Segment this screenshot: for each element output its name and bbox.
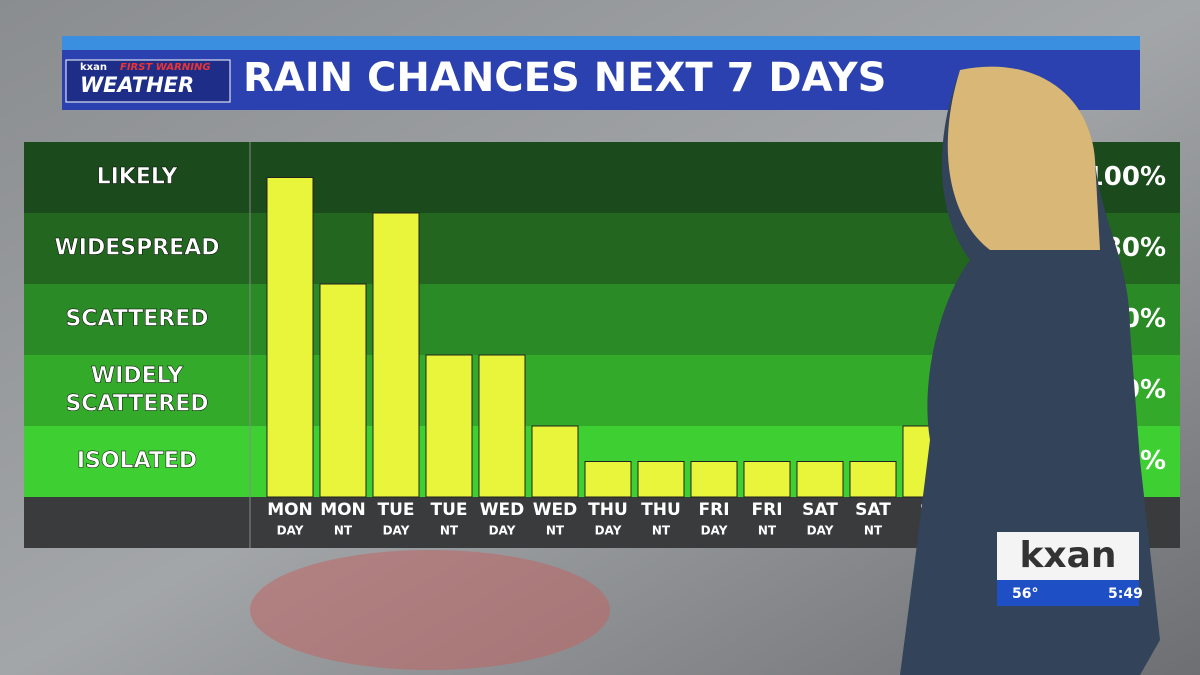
x-tick-sublabel: DAY — [489, 524, 516, 538]
x-tick-label: SAT — [855, 500, 891, 520]
bar — [319, 283, 367, 498]
bar — [372, 212, 420, 498]
x-tick-sublabel: NT — [758, 524, 777, 538]
x-tick-label: MON — [320, 500, 366, 520]
band-label: WIDELY — [91, 364, 184, 389]
x-tick-label: FRI — [751, 500, 782, 520]
title-bar-top — [62, 36, 1140, 50]
x-tick-sublabel: DAY — [807, 524, 834, 538]
x-tick-label: THU — [641, 500, 681, 520]
logo-main: WEATHER — [80, 73, 194, 97]
x-tick-label: TUE — [377, 500, 414, 520]
x-tick-label: TUE — [430, 500, 467, 520]
band-label: SCATTERED — [65, 392, 208, 417]
bar — [849, 461, 897, 498]
bar — [266, 177, 314, 498]
presenter-hair — [947, 66, 1100, 250]
bug-time: 5:49 — [1108, 586, 1143, 602]
x-tick-label: WED — [533, 500, 577, 520]
bug-temp: 56° — [1012, 586, 1038, 602]
band-label: SCATTERED — [65, 307, 208, 332]
x-tick-label: SAT — [802, 500, 838, 520]
x-tick-sublabel: DAY — [701, 524, 728, 538]
bug-logo: kxan — [1019, 535, 1116, 576]
x-tick-sublabel: NT — [546, 524, 565, 538]
bar — [425, 354, 473, 498]
x-tick-sublabel: DAY — [595, 524, 622, 538]
logo-top: kxan — [80, 62, 107, 73]
bar — [478, 354, 526, 498]
band-label: WIDESPREAD — [55, 236, 220, 261]
x-tick-sublabel: NT — [334, 524, 353, 538]
x-tick-label: WED — [480, 500, 524, 520]
x-tick-sublabel: NT — [440, 524, 459, 538]
band-right-label: 100% — [1086, 162, 1166, 192]
x-tick-label: THU — [588, 500, 628, 520]
bar — [690, 461, 738, 498]
bar — [796, 461, 844, 498]
x-tick-sublabel: DAY — [277, 524, 304, 538]
logo-tag: FIRST WARNING — [120, 62, 211, 73]
x-tick-sublabel: DAY — [383, 524, 410, 538]
bug-bar — [997, 580, 1139, 606]
bar — [531, 425, 579, 498]
bar — [584, 461, 632, 498]
logo-box — [65, 59, 231, 103]
bar — [743, 461, 791, 498]
bug-logo-box — [997, 532, 1139, 580]
x-tick-sublabel: NT — [652, 524, 671, 538]
band-label: ISOLATED — [77, 449, 197, 474]
x-tick-sublabel: NT — [864, 524, 883, 538]
chart-title: RAIN CHANCES NEXT 7 DAYS — [243, 55, 886, 101]
blur-light — [250, 550, 610, 670]
bar — [637, 461, 685, 498]
x-tick-label: FRI — [698, 500, 729, 520]
band-label: LIKELY — [97, 165, 179, 190]
x-tick-label: MON — [267, 500, 313, 520]
